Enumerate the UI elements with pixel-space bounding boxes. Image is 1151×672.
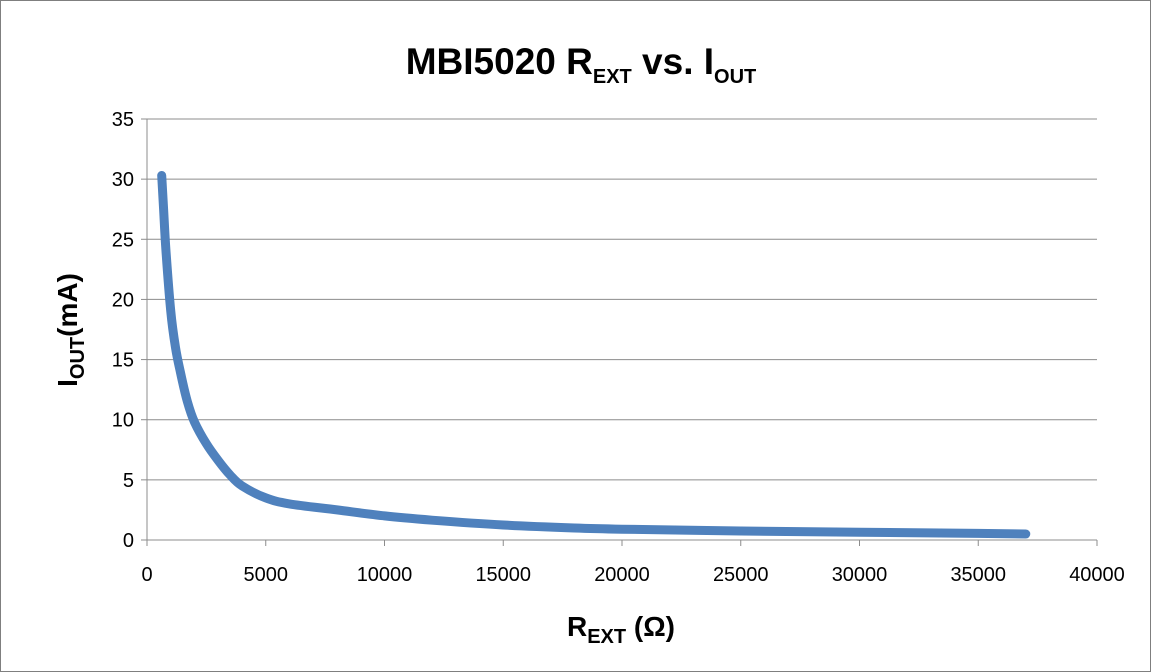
y-tick-label: 30 xyxy=(112,169,134,191)
data-point xyxy=(165,250,167,252)
data-point xyxy=(170,310,172,312)
data-point xyxy=(217,460,219,462)
y-tick-label: 20 xyxy=(112,289,134,311)
data-point xyxy=(1025,533,1027,535)
data-point xyxy=(431,519,433,521)
x-axis-title-subscript: EXT xyxy=(587,626,626,648)
data-point xyxy=(740,530,742,532)
data-point xyxy=(977,532,979,534)
x-tick-label: 25000 xyxy=(713,564,769,586)
y-axis-title-subscript: OUT xyxy=(67,337,89,379)
x-tick-label: 35000 xyxy=(950,564,1006,586)
data-point xyxy=(336,509,338,511)
data-series xyxy=(157,171,1031,539)
data-point xyxy=(175,347,176,349)
data-point xyxy=(289,503,290,505)
axes xyxy=(141,118,1098,546)
x-tick-label: 10000 xyxy=(357,564,413,586)
data-point xyxy=(205,443,207,445)
y-tick-label: 35 xyxy=(112,109,134,131)
x-axis-title-unit: (Ω) xyxy=(626,611,675,642)
tick-labels: 0 5 10 15 20 25 30 35 0 5000 10000 15000 20000 25000 3… xyxy=(112,109,1125,586)
chart-title-main: MBI5020 R xyxy=(406,41,593,82)
x-tick-label: 5000 xyxy=(244,564,289,586)
y-tick-label: 5 xyxy=(123,470,134,492)
data-point xyxy=(241,485,243,487)
y-tick-label: 15 xyxy=(112,350,134,372)
y-tick-label: 25 xyxy=(112,229,134,251)
data-point xyxy=(194,421,195,423)
y-axis-title-main: I xyxy=(52,379,83,387)
x-axis-title: REXT (Ω) xyxy=(567,611,675,648)
gridlines xyxy=(147,118,1097,481)
x-tick-label: 20000 xyxy=(594,564,650,586)
x-tick-label: 15000 xyxy=(475,564,531,586)
data-point xyxy=(186,401,188,403)
data-point xyxy=(229,474,231,476)
data-point xyxy=(179,371,181,373)
data-point xyxy=(859,531,860,533)
chart-title: MBI5020 REXT vs. IOUT xyxy=(406,41,757,88)
x-tick-label: 0 xyxy=(141,564,152,586)
y-axis-title-unit: (mA) xyxy=(52,273,83,337)
x-tick-label: 30000 xyxy=(832,564,888,586)
data-point xyxy=(574,527,575,529)
data-point xyxy=(502,524,504,526)
x-tick-label: 40000 xyxy=(1069,564,1125,586)
y-tick-label: 0 xyxy=(123,530,134,552)
data-point xyxy=(265,497,267,499)
chart-title-middle: vs. I xyxy=(632,41,714,82)
data-point xyxy=(163,208,165,210)
chart-title-subscript-ext: EXT xyxy=(593,66,632,88)
y-tick-label: 10 xyxy=(112,410,134,432)
y-axis-title: IOUT(mA) xyxy=(52,273,89,387)
x-axis-title-main: R xyxy=(567,611,587,642)
data-point xyxy=(621,528,623,530)
data-point xyxy=(384,515,385,517)
chart-title-subscript-out: OUT xyxy=(714,66,756,88)
data-point xyxy=(161,175,163,177)
